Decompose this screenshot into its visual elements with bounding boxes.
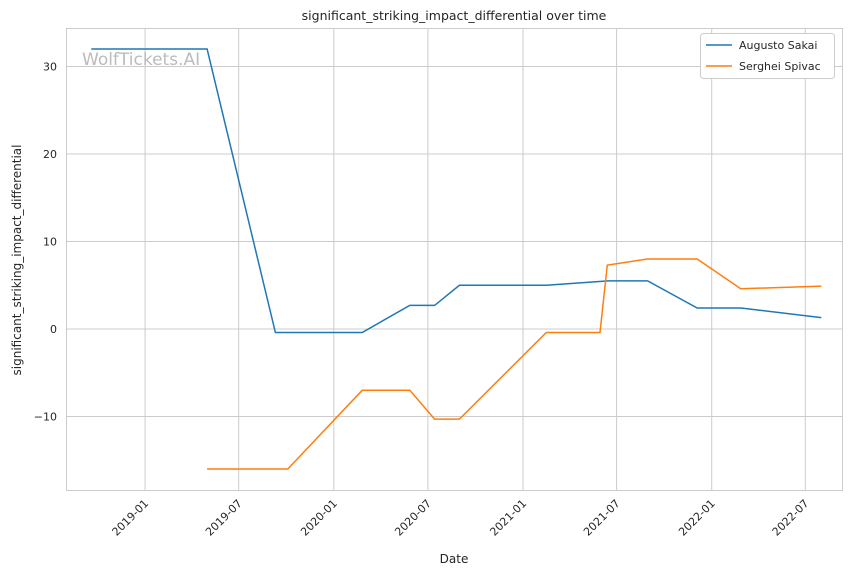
watermark: WolfTickets.AI: [82, 50, 200, 70]
legend-label-augusto: Augusto Sakai: [739, 39, 817, 52]
x-tick-label: 2022-01: [676, 497, 718, 539]
legend-label-serghei: Serghei Spivac: [739, 60, 821, 73]
series-line-serghei-spivac: [207, 258, 822, 470]
x-tick-label: 2020-01: [298, 497, 340, 539]
plot-frame: [66, 28, 843, 491]
x-tick-label: 2021-07: [581, 497, 623, 539]
y-tick-label: 20: [43, 148, 57, 161]
x-tick-label: 2021-01: [487, 497, 529, 539]
legend: Augusto Sakai Serghei Spivac: [700, 33, 835, 79]
x-axis-label: Date: [440, 552, 469, 566]
y-tick-label: 10: [43, 236, 57, 249]
x-tick-label: 2020-07: [392, 497, 434, 539]
chart-title: significant_striking_impact_differential…: [302, 8, 607, 23]
x-tick-label: 2019-07: [203, 497, 245, 539]
x-tick-label: 2019-01: [110, 497, 152, 539]
grid: [66, 28, 842, 490]
y-tick-label: 0: [50, 323, 57, 336]
y-axis-label: significant_striking_impact_differential: [10, 145, 24, 376]
y-tick-label: −10: [34, 411, 57, 424]
x-tick-label: 2022-07: [770, 497, 812, 539]
y-tick-label: 30: [43, 61, 57, 74]
